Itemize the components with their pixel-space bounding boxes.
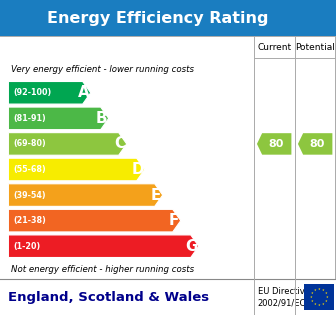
Text: ★: ★ — [310, 291, 313, 295]
Text: G: G — [185, 239, 198, 254]
Text: ★: ★ — [322, 288, 325, 292]
Text: EU Directive: EU Directive — [258, 287, 310, 295]
Polygon shape — [8, 235, 199, 257]
Text: Current: Current — [257, 43, 291, 51]
Polygon shape — [257, 133, 291, 155]
Text: 80: 80 — [268, 139, 283, 149]
Text: D: D — [131, 162, 144, 177]
Text: (21-38): (21-38) — [13, 216, 46, 225]
Text: ★: ★ — [313, 302, 317, 306]
Text: ★: ★ — [326, 295, 329, 299]
Text: ★: ★ — [325, 291, 328, 295]
Text: Potential: Potential — [295, 43, 335, 51]
Text: F: F — [169, 213, 179, 228]
Text: A: A — [78, 85, 90, 100]
Text: ★: ★ — [309, 295, 312, 299]
Text: Energy Efficiency Rating: Energy Efficiency Rating — [47, 10, 269, 26]
Text: ★: ★ — [325, 299, 328, 303]
Text: C: C — [114, 136, 125, 152]
Text: (81-91): (81-91) — [13, 114, 46, 123]
Text: 2002/91/EC: 2002/91/EC — [258, 299, 306, 307]
Bar — [0, 0, 336, 36]
Polygon shape — [8, 184, 163, 206]
Text: 80: 80 — [309, 139, 324, 149]
Text: Very energy efficient - lower running costs: Very energy efficient - lower running co… — [11, 65, 195, 73]
Polygon shape — [8, 133, 127, 155]
Bar — [304, 284, 334, 310]
Text: (69-80): (69-80) — [13, 140, 46, 148]
Text: ★: ★ — [313, 288, 317, 292]
Polygon shape — [8, 107, 109, 130]
Text: (1-20): (1-20) — [13, 242, 41, 251]
Text: E: E — [151, 187, 161, 203]
Text: ★: ★ — [318, 287, 321, 291]
Text: ★: ★ — [318, 303, 321, 307]
Text: B: B — [96, 111, 108, 126]
Polygon shape — [298, 133, 332, 155]
Text: (55-68): (55-68) — [13, 165, 46, 174]
Text: ★: ★ — [322, 302, 325, 306]
Polygon shape — [8, 158, 145, 181]
Polygon shape — [8, 82, 91, 104]
Text: (39-54): (39-54) — [13, 191, 46, 200]
Text: England, Scotland & Wales: England, Scotland & Wales — [8, 290, 209, 303]
Text: Not energy efficient - higher running costs: Not energy efficient - higher running co… — [11, 265, 195, 273]
Text: ★: ★ — [310, 299, 313, 303]
Text: (92-100): (92-100) — [13, 88, 52, 97]
Polygon shape — [8, 209, 181, 232]
